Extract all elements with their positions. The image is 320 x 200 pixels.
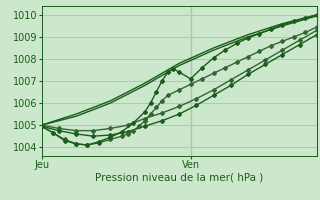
X-axis label: Pression niveau de la mer( hPa ): Pression niveau de la mer( hPa ): [95, 173, 263, 183]
